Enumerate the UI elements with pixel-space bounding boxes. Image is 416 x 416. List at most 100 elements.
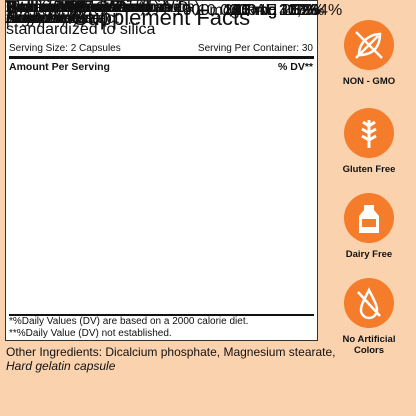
footnote: **%Daily Value (DV) not established. bbox=[9, 328, 172, 339]
text-segment: ) bbox=[94, 10, 100, 27]
text-segment: ) bbox=[80, 10, 87, 27]
ingredient-name: Bhringraj (Eclipta alba) plant extract bbox=[6, 0, 206, 27]
text-segment: Calcium D-Pantothenate bbox=[6, 0, 194, 27]
ingredient-row: Vitamin D (as Ergocalciferol) 200 IU 25% bbox=[6, 0, 317, 41]
text-segment: Fish collagen bbox=[6, 0, 101, 16]
ingredient-name: Hydrolyzed keratin bbox=[6, 0, 206, 16]
amount: 100 mg bbox=[223, 2, 277, 19]
ingredient-name: Bamboo (Bambusa vulgaris) extract standa… bbox=[6, 0, 206, 38]
footnote: *%Daily Values (DV) are based on a 2000 … bbox=[9, 316, 249, 327]
daily-value: * * bbox=[289, 2, 307, 19]
ingredient-name: Vitamin E bbox=[6, 0, 206, 16]
text-segment: Bambusa vulgaris bbox=[6, 0, 143, 27]
other-ingredients: Other Ingredients: Dicalcium phosphate, … bbox=[6, 345, 336, 373]
amount: 50 mg bbox=[232, 2, 277, 19]
icon bbox=[359, 205, 379, 233]
ingredient-row: Hydrolyzed keratin 100 mg * * bbox=[6, 0, 317, 161]
text-segment: Zinc (as bbox=[6, 0, 68, 16]
panel-title: Supplement Facts bbox=[72, 5, 251, 30]
ingredient-row: Vitamin B5 (as Calcium D-Pantothenate) 5 … bbox=[6, 0, 320, 81]
ingredient-row: Vitamin E 15 mg 100% bbox=[6, 0, 320, 54]
daily-value: * * bbox=[289, 2, 307, 19]
amount: 5 mg bbox=[241, 2, 277, 19]
icon bbox=[361, 120, 377, 148]
ingredient-row: Vitamin C (as Ascorbic Acid) 90 mg 100% bbox=[6, 0, 320, 27]
ingredient-row: Vitamin B7 (as Biotin) 10,000mcg 33,334% bbox=[6, 0, 342, 94]
amount: 200 mg bbox=[223, 2, 277, 19]
ingredient-name: Vitamin B3 (as Niacinamide) bbox=[6, 0, 206, 27]
daily-value: 100% bbox=[279, 2, 320, 19]
ingredient-name: Fish collagen bbox=[6, 0, 206, 16]
amount: 1000mcg RAE bbox=[173, 2, 277, 19]
daily-value: 25% bbox=[281, 2, 315, 19]
amount: 50 mg bbox=[232, 2, 277, 19]
text-segment: Zinc oxide bbox=[67, 0, 141, 16]
badge-label: Gluten Free bbox=[342, 164, 396, 175]
text-segment: ) bbox=[140, 0, 146, 16]
text-segment: Grape ( bbox=[6, 0, 61, 16]
text-segment: Bamboo ( bbox=[6, 0, 76, 16]
ingredient-name: Nettle (Urtica dioica) root extract bbox=[6, 0, 206, 27]
amount: 50 mg bbox=[232, 2, 277, 19]
text-segment: Niacinamide bbox=[6, 10, 95, 27]
text-segment: Amla ( bbox=[6, 0, 53, 16]
amount-header: Amount Per Serving bbox=[9, 61, 110, 73]
divider bbox=[9, 314, 314, 316]
text-segment: Vitamin E bbox=[6, 0, 75, 16]
text-segment: Biotin bbox=[114, 0, 155, 16]
text-segment: Vitamin B3 (as bbox=[6, 0, 110, 16]
text-segment: Vitamin D (as bbox=[6, 0, 102, 16]
text-segment: ) fruit extract bbox=[6, 0, 200, 27]
text-segment: Hydrolyzed keratin bbox=[6, 0, 139, 16]
supplement-facts-panel: Supplement Facts Serving Size: 2 Capsule… bbox=[5, 0, 342, 341]
ingredient-row: Hyaluronic acid 120 mg * * bbox=[6, 0, 317, 148]
ingredient-name: Zinc (as Zinc oxide) bbox=[6, 0, 206, 16]
text-segment: ) seed extract bbox=[6, 0, 191, 27]
ingredient-name: Grape (Vitis vinifera) seed extract bbox=[6, 0, 206, 27]
badge-icon bbox=[344, 278, 394, 328]
amount: 15 mg bbox=[232, 2, 277, 19]
daily-value: * * bbox=[289, 2, 307, 19]
ingredient-name: Vitamin B7 (as Biotin) bbox=[6, 0, 206, 16]
badge: Dairy Free bbox=[338, 193, 400, 260]
ingredient-row: Zinc (as Zinc oxide) 11 mg 100% bbox=[6, 0, 320, 108]
text-segment: Hyaluronic acid bbox=[6, 0, 116, 16]
badge-label: No Artificial Colors bbox=[342, 334, 396, 356]
daily-value: 100% bbox=[279, 2, 320, 19]
text-segment: ) bbox=[101, 10, 107, 27]
text-segment: Urtica dioica bbox=[57, 0, 146, 16]
icon bbox=[357, 287, 381, 320]
daily-value: 100% bbox=[279, 2, 320, 19]
daily-value: * * bbox=[289, 2, 307, 19]
divider bbox=[9, 56, 314, 59]
amount: 90 mg bbox=[232, 2, 277, 19]
amount: 200 IU bbox=[229, 2, 277, 19]
amount: 120 mg bbox=[223, 2, 277, 19]
badge: NON - GMO bbox=[338, 20, 400, 87]
ingredient-name: Vitamin A (as Vitamin A Palmitate) bbox=[6, 0, 206, 27]
amount: 80 mg bbox=[232, 2, 277, 19]
text-segment: Vitamin B5 (as bbox=[6, 0, 115, 16]
badge: No Artificial Colors bbox=[338, 278, 400, 356]
text-segment: ) bbox=[102, 10, 109, 27]
text-segment: Ergocalciferol bbox=[6, 10, 103, 27]
text-segment: Calcium (as bbox=[6, 0, 95, 16]
ingredient-name: Hyaluronic acid bbox=[6, 0, 206, 16]
amount: 11 mg bbox=[233, 2, 277, 19]
serving-size: Serving Size: 2 Capsules bbox=[9, 43, 121, 54]
text-segment: ) bbox=[72, 10, 79, 27]
text-segment: Calcium Carbonate bbox=[6, 0, 153, 27]
amount: 50 mg bbox=[232, 2, 277, 19]
text-segment: Phyllanthus emblica bbox=[52, 0, 195, 16]
daily-value: 100% bbox=[279, 2, 320, 19]
daily-value: 33,334% bbox=[279, 2, 343, 19]
ingredient-row: Amla (Phyllanthus emblica) fruit extract… bbox=[6, 0, 317, 175]
ingredient-name: Amla (Phyllanthus emblica) fruit extract bbox=[6, 0, 206, 27]
text-segment: ) bbox=[154, 0, 160, 16]
daily-value: * * bbox=[289, 2, 307, 19]
ingredient-name: Calcium (as Calcium Carbonate) bbox=[6, 0, 206, 27]
text-segment: Vitamin C (as bbox=[6, 0, 107, 16]
daily-value: * * bbox=[289, 2, 307, 19]
amount: 80 mg bbox=[232, 2, 277, 19]
daily-value: 4.6% bbox=[279, 2, 317, 19]
